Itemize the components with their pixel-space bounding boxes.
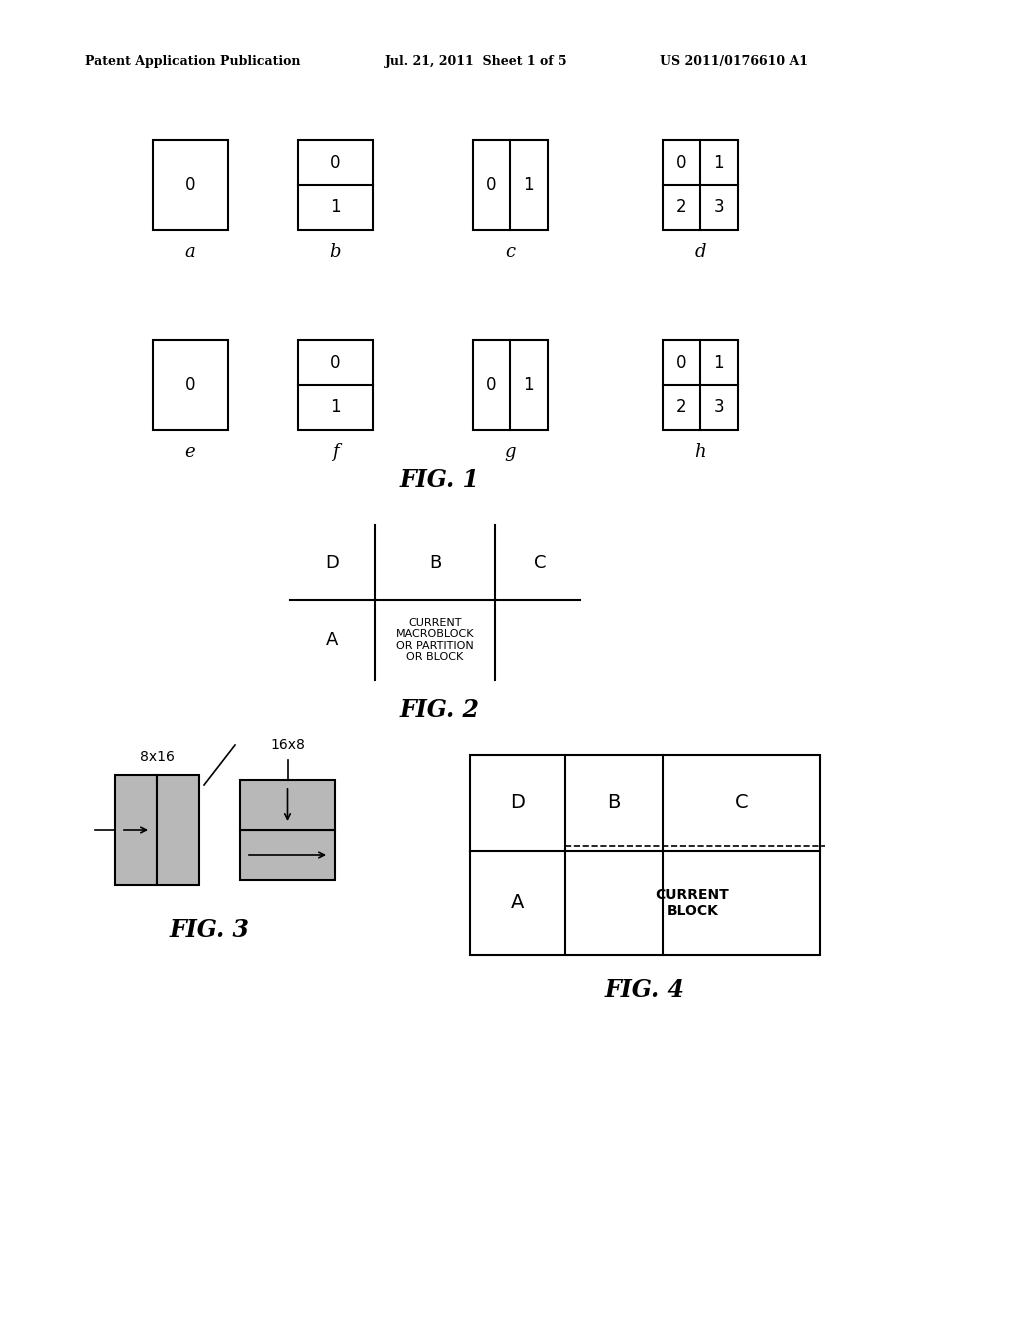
Text: CURRENT
MACROBLOCK
OR PARTITION
OR BLOCK: CURRENT MACROBLOCK OR PARTITION OR BLOCK: [395, 618, 474, 663]
Text: FIG. 1: FIG. 1: [400, 469, 480, 492]
Text: D: D: [510, 793, 524, 813]
Text: Patent Application Publication: Patent Application Publication: [85, 55, 300, 69]
Text: 1: 1: [714, 153, 724, 172]
Text: Jul. 21, 2011  Sheet 1 of 5: Jul. 21, 2011 Sheet 1 of 5: [385, 55, 567, 69]
Text: 1: 1: [330, 198, 340, 216]
Text: CURRENT
BLOCK: CURRENT BLOCK: [655, 888, 729, 919]
Text: b: b: [330, 243, 341, 261]
Text: 2: 2: [676, 399, 686, 417]
Text: g: g: [504, 444, 516, 461]
Text: 0: 0: [330, 153, 340, 172]
Text: 1: 1: [330, 399, 340, 417]
Text: D: D: [325, 553, 339, 572]
Text: e: e: [184, 444, 196, 461]
Text: 1: 1: [714, 354, 724, 371]
Bar: [470, 755, 820, 954]
Bar: [663, 341, 738, 430]
Text: 8x16: 8x16: [139, 750, 174, 764]
Text: FIG. 4: FIG. 4: [605, 978, 685, 1002]
Text: FIG. 2: FIG. 2: [400, 698, 480, 722]
Text: C: C: [534, 553, 546, 572]
Text: 0: 0: [184, 376, 196, 393]
Text: 0: 0: [676, 153, 686, 172]
Bar: [240, 830, 335, 880]
Text: FIG. 3: FIG. 3: [170, 917, 250, 942]
Text: 16x8: 16x8: [270, 738, 305, 752]
Bar: [473, 140, 548, 230]
Text: h: h: [694, 444, 706, 461]
Bar: [473, 341, 548, 430]
Text: d: d: [694, 243, 706, 261]
Bar: [298, 341, 373, 430]
Bar: [115, 775, 157, 884]
Text: C: C: [734, 793, 749, 813]
Text: a: a: [184, 243, 196, 261]
Text: f: f: [332, 444, 338, 461]
Text: 0: 0: [330, 354, 340, 371]
Text: B: B: [607, 793, 621, 813]
Bar: [153, 341, 228, 430]
Bar: [240, 780, 335, 830]
Text: 0: 0: [486, 176, 497, 194]
Bar: [153, 140, 228, 230]
Text: 3: 3: [714, 399, 724, 417]
Text: c: c: [505, 243, 515, 261]
Bar: [157, 775, 199, 884]
Bar: [298, 140, 373, 230]
Text: US 2011/0176610 A1: US 2011/0176610 A1: [660, 55, 808, 69]
Text: 1: 1: [523, 176, 535, 194]
Text: A: A: [511, 894, 524, 912]
Text: 0: 0: [184, 176, 196, 194]
Text: 1: 1: [523, 376, 535, 393]
Bar: [663, 140, 738, 230]
Text: 2: 2: [676, 198, 686, 216]
Text: B: B: [429, 553, 441, 572]
Text: A: A: [326, 631, 338, 649]
Text: 3: 3: [714, 198, 724, 216]
Text: 0: 0: [676, 354, 686, 371]
Text: 0: 0: [486, 376, 497, 393]
